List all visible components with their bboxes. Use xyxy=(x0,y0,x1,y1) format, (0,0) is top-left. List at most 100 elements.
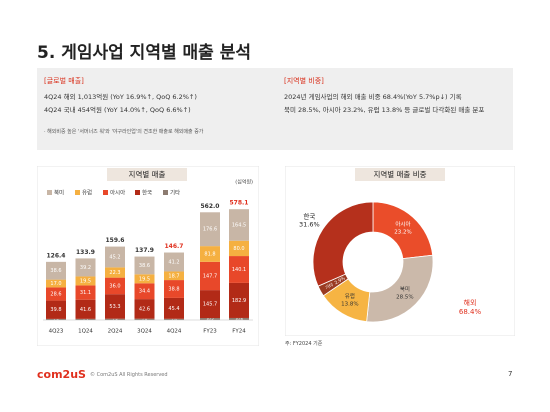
segment-label: 147.7 xyxy=(203,273,217,279)
total-label: 133.9 xyxy=(76,249,95,256)
bar-segment xyxy=(134,318,155,320)
logo: com2uS xyxy=(37,368,86,381)
x-tick-label: 4Q23 xyxy=(49,329,64,335)
chart-title: 지역별 매출 xyxy=(129,169,166,179)
bar-segment xyxy=(46,261,66,280)
bar-segment xyxy=(46,287,66,301)
annotation-value: 68.4% xyxy=(459,308,482,316)
summary-heading: [글로벌 매출] xyxy=(44,77,84,85)
segment-label: 19.5 xyxy=(80,278,91,284)
legend-label: 기타 xyxy=(170,188,180,196)
segment-label: 38.6 xyxy=(50,268,61,274)
summary-line: 4Q24 해외 1,013억원 (YoY 16.9%↑, QoQ 6.2%↑) xyxy=(44,93,197,101)
segment-label: 31.1 xyxy=(80,290,91,296)
segment-label: 53.3 xyxy=(109,304,120,310)
bar-segment xyxy=(229,256,249,283)
bar-segment xyxy=(75,299,96,319)
segment-label: 41.6 xyxy=(80,307,91,313)
segment-label: 38.8 xyxy=(168,286,179,292)
segment-label: 42.6 xyxy=(139,306,150,312)
segment-label: 41.2 xyxy=(168,259,179,265)
slice-name: 북미 xyxy=(400,285,410,293)
legend-swatch xyxy=(163,190,168,195)
segment-label: 19.5 xyxy=(139,276,150,282)
bar-segment xyxy=(164,280,184,298)
bar-segment xyxy=(229,317,249,320)
legend-label: 한국 xyxy=(142,189,152,196)
legend-swatch xyxy=(103,190,108,195)
slice-name: 기타 xyxy=(324,281,335,292)
bar-segment xyxy=(105,267,125,278)
segment-label: 17.0 xyxy=(50,281,61,287)
bar-segment xyxy=(200,261,220,291)
page-number: 7 xyxy=(508,370,513,378)
bar-segment xyxy=(75,318,96,320)
segment-label: 2.8 xyxy=(112,317,118,321)
total-label: 146.7 xyxy=(165,243,184,250)
slice-value: 13.8% xyxy=(341,302,358,308)
bar-segment xyxy=(105,318,125,320)
chart-title: 지역별 매출 비중 xyxy=(373,169,426,179)
total-label: 562.0 xyxy=(201,203,220,210)
segment-label: 22.3 xyxy=(109,270,120,276)
slice-value: 23.2% xyxy=(394,229,411,235)
legend-swatch xyxy=(75,190,80,195)
slice-value: 28.5% xyxy=(396,295,413,301)
summary-line: 북미 28.5%, 아시아 23.2%, 유럽 13.8% 등 글로벌 다각화된… xyxy=(284,106,485,114)
slice-value: 31.6% xyxy=(299,220,320,228)
x-tick-label: 1Q24 xyxy=(78,329,93,335)
segment-label: 36.0 xyxy=(109,283,120,289)
bar-segment xyxy=(134,283,155,300)
segment-label: 38.6 xyxy=(139,263,150,269)
segment-label: 39.2 xyxy=(80,265,91,271)
x-tick-label: FY24 xyxy=(232,329,246,335)
x-tick-label: 4Q24 xyxy=(167,329,182,335)
segment-label: 2.5 xyxy=(83,317,89,321)
summary-box xyxy=(37,68,513,150)
slide-title: 5. 게임사업 지역별 매출 분석 xyxy=(37,43,252,63)
bar-segment xyxy=(200,318,220,320)
segment-label: 45.2 xyxy=(109,254,120,260)
summary-line: 2024년 게임사업의 해외 매출 비중 68.4%(YoY 5.7%p↓) 기… xyxy=(284,93,462,101)
bar-segment xyxy=(75,258,96,277)
annotation-label: 해외 xyxy=(464,298,477,307)
summary-line: 4Q24 국내 454억원 (YoY 14.0%↑, QoQ 6.6%↑) xyxy=(44,106,191,114)
segment-label: 45.4 xyxy=(168,306,179,312)
segment-label: 39.8 xyxy=(50,307,61,313)
bar-segment xyxy=(105,277,125,295)
bar-segment xyxy=(134,256,155,275)
segment-label: 80.0 xyxy=(233,246,244,252)
copyright: © Com2uS All Rights Reserved xyxy=(90,372,168,378)
legend-swatch xyxy=(135,190,140,195)
summary-note: · 해외비중 높은 '서머너즈 워'와 '야구라인업'의 견조한 매출로 해외매… xyxy=(44,129,204,135)
x-tick-label: 2Q24 xyxy=(108,329,123,335)
segment-label: 28.6 xyxy=(50,292,61,298)
segment-label: 2.6 xyxy=(171,317,177,321)
segment-label: 176.6 xyxy=(203,227,217,233)
bar-segment xyxy=(229,282,249,318)
card-header xyxy=(355,168,445,181)
bar-segment xyxy=(200,246,220,262)
segment-label: 34.4 xyxy=(139,289,150,295)
segment-label: 81.8 xyxy=(204,251,215,257)
bar-segment xyxy=(75,285,96,300)
segment-label: 10.6 xyxy=(235,317,243,321)
segment-label: 10.2 xyxy=(206,317,214,321)
bar-segment xyxy=(75,276,96,286)
slice-name: 유럽 xyxy=(345,292,355,300)
bar-segment xyxy=(164,318,184,320)
bar-segment xyxy=(46,279,66,288)
segment-label: 2.8 xyxy=(142,317,148,321)
bar-segment xyxy=(200,212,220,247)
legend-swatch xyxy=(47,190,52,195)
bar-segment xyxy=(134,274,155,284)
donut-slice xyxy=(312,201,374,287)
donut-slice xyxy=(366,254,434,323)
slice-name: 아시아 xyxy=(395,220,410,228)
total-label: 578.1 xyxy=(230,200,249,207)
bar-segment xyxy=(46,300,66,319)
bar-segment xyxy=(105,246,125,268)
legend-label: 유럽 xyxy=(82,188,92,196)
